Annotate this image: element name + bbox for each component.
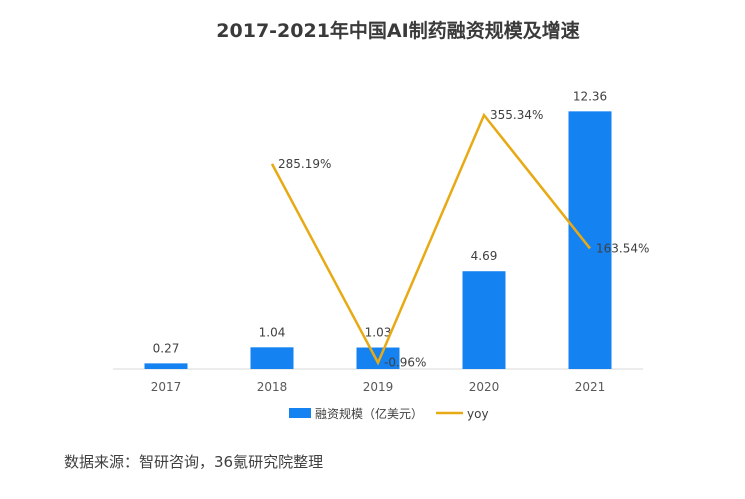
bar-2021 bbox=[568, 111, 612, 369]
yoy-label-2019: -0.96% bbox=[384, 356, 426, 370]
yoy-label-2018: 285.19% bbox=[278, 157, 331, 171]
bar-2017 bbox=[144, 363, 188, 369]
yoy-line bbox=[270, 112, 591, 366]
bar-label-2017: 0.27 bbox=[153, 341, 180, 355]
x-tick-labels: 2017 2018 2019 2020 2021 bbox=[151, 380, 606, 394]
x-tick-2019: 2019 bbox=[363, 380, 394, 394]
bar-label-2020: 4.69 bbox=[471, 249, 498, 263]
x-tick-2017: 2017 bbox=[151, 380, 182, 394]
legend-bar-label: 融资规模（亿美元） bbox=[315, 406, 423, 421]
x-tick-2021: 2021 bbox=[575, 380, 606, 394]
bar-data-labels: 0.27 1.04 1.03 4.69 12.36 bbox=[153, 89, 608, 355]
bar-label-2021: 12.36 bbox=[573, 89, 607, 103]
plot-area: 0.27 1.04 1.03 4.69 12.36 285.19% -0.96% 355.3… bbox=[113, 89, 649, 394]
source-note: 数据来源：智研咨询，36氪研究院整理 bbox=[64, 453, 323, 471]
bar-2019 bbox=[356, 347, 400, 369]
legend-bar-swatch bbox=[289, 408, 311, 418]
x-tick-2018: 2018 bbox=[257, 380, 288, 394]
bar-2018 bbox=[250, 347, 294, 369]
legend-yoy-label: yoy bbox=[467, 407, 489, 421]
yoy-data-labels: 285.19% -0.96% 355.34% 163.54% bbox=[278, 108, 649, 370]
bar-label-2018: 1.04 bbox=[259, 325, 286, 339]
yoy-label-2021: 163.54% bbox=[596, 241, 649, 255]
bar-series bbox=[144, 111, 612, 369]
bar-2020 bbox=[462, 271, 506, 369]
x-tick-2020: 2020 bbox=[469, 380, 500, 394]
yoy-label-2020: 355.34% bbox=[490, 108, 543, 122]
chart-title: 2017-2021年中国AI制药融资规模及增速 bbox=[216, 19, 579, 42]
bar-label-2019: 1.03 bbox=[365, 326, 392, 340]
legend: 融资规模（亿美元） yoy bbox=[289, 406, 489, 421]
